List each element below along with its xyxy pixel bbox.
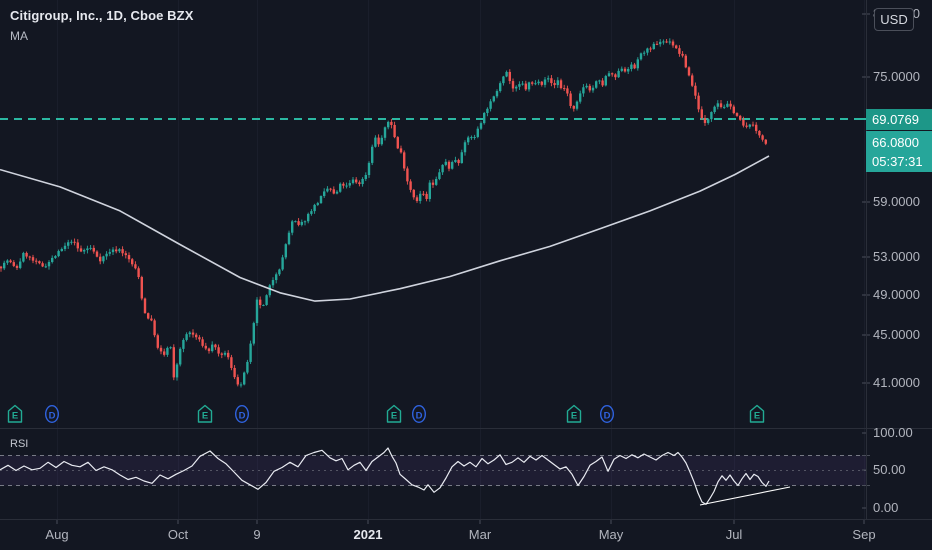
earnings-badge-icon[interactable]: E bbox=[749, 404, 765, 423]
symbol-title[interactable]: Citigroup, Inc., 1D, Cboe BZX bbox=[10, 8, 194, 23]
svg-text:E: E bbox=[202, 411, 208, 422]
rsi-indicator bbox=[0, 447, 866, 506]
pane-separator[interactable] bbox=[0, 428, 932, 429]
svg-text:D: D bbox=[49, 411, 56, 422]
price-axis-label: 75.0000 bbox=[873, 69, 920, 84]
svg-text:D: D bbox=[239, 411, 246, 422]
time-axis-label-mar: Mar bbox=[468, 527, 492, 542]
svg-text:E: E bbox=[391, 411, 397, 422]
vertical-gridlines bbox=[57, 0, 865, 519]
time-axis-label-oct: Oct bbox=[167, 527, 189, 542]
rsi-trendline[interactable] bbox=[699, 486, 791, 506]
last-price-label: 66.0800 05:37:31 bbox=[866, 131, 932, 172]
price-axis-label: 53.0000 bbox=[873, 249, 920, 264]
rsi-axis-label: 100.00 bbox=[873, 425, 913, 440]
dividend-badge-icon[interactable]: D bbox=[234, 405, 249, 424]
time-axis-label-sep: Sep bbox=[852, 527, 876, 542]
time-axis-label-aug: Aug bbox=[45, 527, 69, 542]
time-axis-label-9: 9 bbox=[253, 527, 261, 542]
rsi-line bbox=[0, 447, 770, 505]
earnings-badge-icon[interactable]: E bbox=[7, 404, 23, 423]
price-axis-label: 41.0000 bbox=[873, 375, 920, 390]
rsi-axis-label: 50.00 bbox=[873, 462, 906, 477]
bar-countdown: 05:37:31 bbox=[872, 153, 923, 169]
earnings-badge-icon[interactable]: E bbox=[197, 404, 213, 423]
last-price-value: 66.0800 bbox=[872, 134, 919, 150]
svg-text:E: E bbox=[571, 411, 577, 422]
price-axis-label: 59.0000 bbox=[873, 194, 920, 209]
svg-text:E: E bbox=[12, 411, 18, 422]
rsi-axis-label: 0.00 bbox=[873, 500, 899, 515]
time-axis-label-2021: 2021 bbox=[353, 527, 383, 542]
moving-average-line[interactable] bbox=[0, 155, 770, 302]
ma-indicator-label[interactable]: MA bbox=[10, 29, 28, 43]
price-line-value: 69.0769 bbox=[872, 112, 919, 127]
chart-legend: Citigroup, Inc., 1D, Cboe BZX MA bbox=[10, 8, 193, 43]
time-axis-label-may: May bbox=[598, 527, 624, 542]
price-line-label: 69.0769 bbox=[866, 109, 932, 130]
svg-text:D: D bbox=[604, 411, 611, 422]
time-axis[interactable]: Aug Oct 9 2021 Mar May Jul Sep bbox=[0, 519, 932, 550]
earnings-badge-icon[interactable]: E bbox=[386, 404, 402, 423]
rsi-pane-label[interactable]: RSI bbox=[10, 438, 29, 450]
earnings-badge-icon[interactable]: E bbox=[566, 404, 582, 423]
time-axis-label-jul: Jul bbox=[725, 527, 743, 542]
dividend-badge-icon[interactable]: D bbox=[45, 405, 60, 424]
price-axis[interactable]: 85.000075.000059.000053.000049.000045.00… bbox=[866, 0, 932, 519]
currency-unit-button[interactable]: USD bbox=[874, 8, 914, 31]
dividend-badge-icon[interactable]: D bbox=[412, 405, 427, 424]
price-axis-label: 45.0000 bbox=[873, 327, 920, 342]
svg-text:E: E bbox=[754, 411, 760, 422]
dividend-badge-icon[interactable]: D bbox=[600, 405, 615, 424]
price-axis-label: 49.0000 bbox=[873, 287, 920, 302]
candlestick-series bbox=[0, 38, 767, 388]
svg-text:D: D bbox=[416, 411, 423, 422]
